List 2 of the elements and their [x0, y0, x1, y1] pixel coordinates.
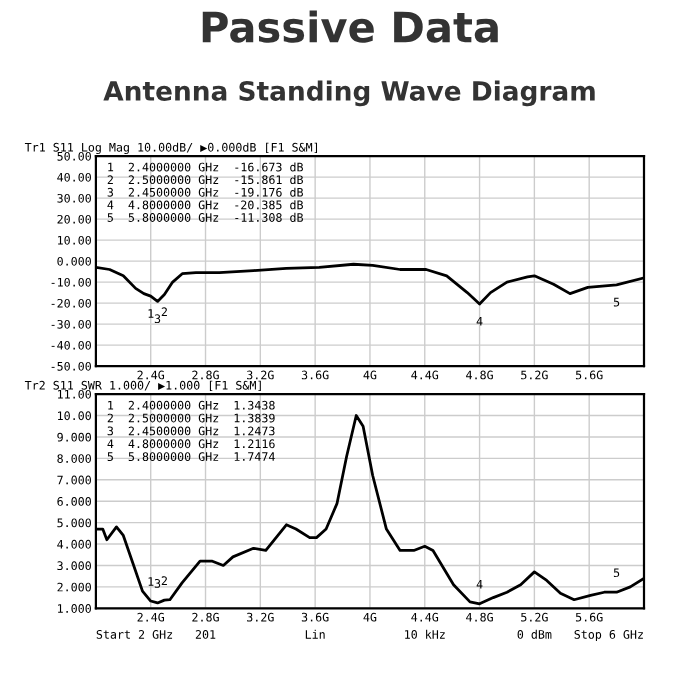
chart-title: Passive Data [202, 10, 498, 43]
chart-subtitle: Antenna Standing Wave Diagram [103, 80, 595, 107]
